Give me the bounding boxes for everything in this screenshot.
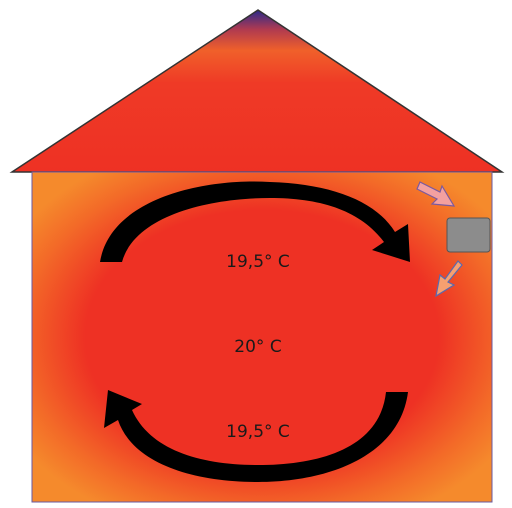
circulation-arrow-bottom (104, 390, 408, 482)
temperature-label: 20° C (234, 337, 281, 357)
temperature-label: 19,5° C (226, 422, 290, 442)
air-arrow-out (435, 260, 463, 298)
temperature-label: 19,5° C (226, 252, 290, 272)
house-body (31, 171, 493, 503)
circulation-arrow-top (100, 181, 410, 262)
heater (446, 217, 491, 253)
air-arrow-in (416, 181, 456, 207)
roof (9, 9, 505, 173)
